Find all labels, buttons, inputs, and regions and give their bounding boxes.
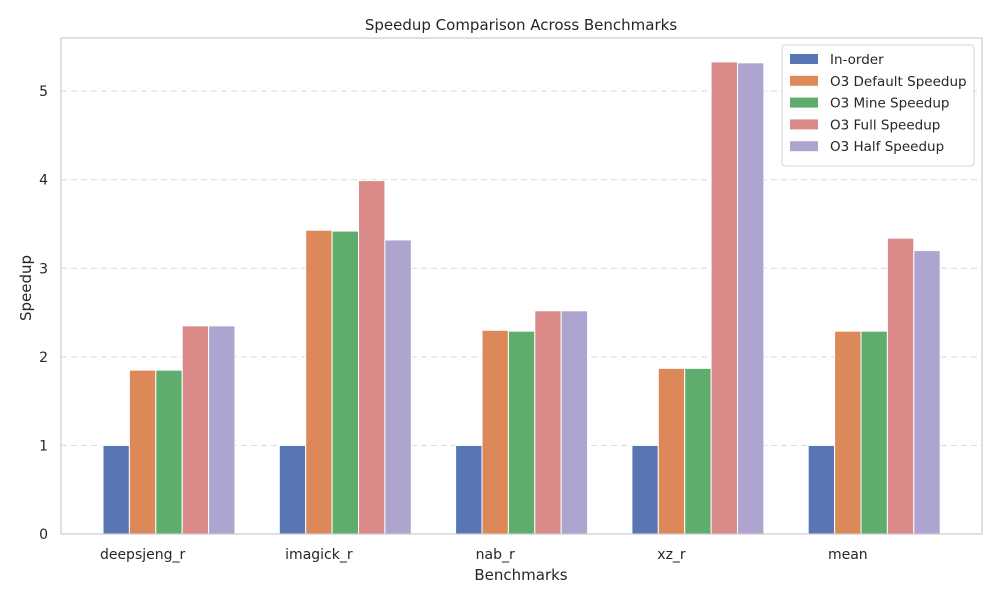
y-tick-label: 3 <box>39 261 48 277</box>
x-tick-label: deepsjeng_r <box>100 547 186 563</box>
bar <box>710 61 738 535</box>
bar <box>358 180 386 535</box>
bar <box>305 229 333 535</box>
x-tick-labels: deepsjeng_r imagick_r nab_r xz_r mean <box>100 547 868 563</box>
legend-swatch <box>790 75 818 86</box>
bar <box>560 310 589 535</box>
bar <box>737 62 765 535</box>
x-axis-label: Benchmarks <box>474 566 567 584</box>
bar <box>102 444 130 535</box>
legend-swatch <box>790 97 818 108</box>
bar <box>913 250 941 535</box>
chart-title: Speedup Comparison Across Benchmarks <box>365 16 677 34</box>
plot-frame <box>60 37 983 535</box>
legend-label: O3 Default Speedup <box>830 74 967 90</box>
y-tick-labels: 0 1 2 3 4 5 <box>39 84 48 543</box>
bar <box>455 444 483 535</box>
bar <box>860 330 888 535</box>
bar <box>155 369 183 535</box>
legend-box <box>781 44 975 167</box>
x-tick-label: imagick_r <box>285 547 353 563</box>
y-tick-label: 4 <box>39 173 48 189</box>
bar <box>807 444 836 535</box>
bar <box>331 230 360 535</box>
bar <box>886 237 915 535</box>
x-tick-label: mean <box>828 547 868 563</box>
y-tick-label: 2 <box>39 350 48 366</box>
bars <box>102 61 941 535</box>
bar <box>684 367 712 535</box>
bar <box>481 329 509 535</box>
bar <box>128 369 157 535</box>
legend-label: O3 Half Speedup <box>830 139 944 155</box>
x-tick-label: xz_r <box>657 547 686 563</box>
bar <box>834 330 862 535</box>
legend-swatch <box>790 141 818 152</box>
bar <box>631 444 659 535</box>
y-tick-label: 5 <box>39 84 48 100</box>
bar <box>278 444 307 535</box>
x-tick-label: nab_r <box>476 547 515 563</box>
bar <box>534 310 562 535</box>
bar <box>181 325 210 535</box>
legend-label: O3 Mine Speedup <box>830 96 950 112</box>
y-tick-label: 0 <box>39 527 48 543</box>
y-tick-label: 1 <box>39 438 48 454</box>
bar <box>507 330 536 535</box>
legend-label: O3 Full Speedup <box>830 117 940 133</box>
bar <box>384 239 412 535</box>
y-axis-label: Speedup <box>17 255 35 321</box>
bar <box>657 367 686 535</box>
legend: In-order O3 Default Speedup O3 Mine Speedu… <box>781 44 975 167</box>
legend-swatch <box>790 54 818 64</box>
legend-label: In-order <box>830 52 884 68</box>
bar <box>208 325 236 535</box>
legend-swatch <box>790 119 818 130</box>
